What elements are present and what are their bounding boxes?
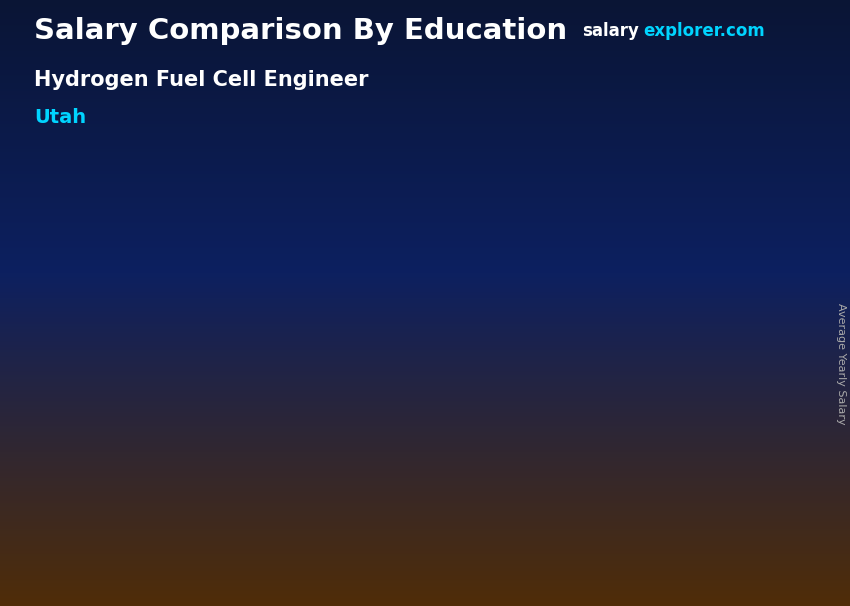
Text: 149,000 USD: 149,000 USD <box>628 224 724 239</box>
Bar <box>230 401 303 404</box>
Bar <box>513 288 586 293</box>
Bar <box>680 41 778 47</box>
Bar <box>680 58 778 64</box>
Bar <box>513 288 520 521</box>
Bar <box>680 64 778 70</box>
Bar <box>680 81 778 86</box>
Bar <box>680 86 778 92</box>
Bar <box>371 359 378 521</box>
Text: 64,700 USD: 64,700 USD <box>192 381 280 396</box>
Text: explorer.com: explorer.com <box>643 22 765 41</box>
Bar <box>680 53 778 58</box>
Bar <box>654 245 661 521</box>
Text: +44%: +44% <box>438 234 506 254</box>
Text: Average Yearly Salary: Average Yearly Salary <box>836 303 846 424</box>
FancyArrowPatch shape <box>576 236 673 285</box>
Bar <box>654 245 727 252</box>
Bar <box>680 36 778 41</box>
Text: +35%: +35% <box>297 253 365 273</box>
Bar <box>89 419 162 422</box>
Bar <box>680 70 778 75</box>
Bar <box>680 92 778 98</box>
FancyBboxPatch shape <box>371 359 445 521</box>
Text: 54,800 USD: 54,800 USD <box>51 399 139 414</box>
Bar <box>371 359 445 363</box>
FancyBboxPatch shape <box>654 245 727 521</box>
Text: 126,000 USD: 126,000 USD <box>475 267 572 282</box>
Bar <box>680 75 778 81</box>
FancyBboxPatch shape <box>230 401 303 521</box>
Text: Salary Comparison By Education: Salary Comparison By Education <box>34 17 567 45</box>
Text: salary: salary <box>582 22 639 41</box>
Text: Hydrogen Fuel Cell Engineer: Hydrogen Fuel Cell Engineer <box>34 70 369 90</box>
Text: +18%: +18% <box>156 290 224 311</box>
Bar <box>680 47 778 53</box>
Bar <box>680 30 778 36</box>
Bar <box>680 30 719 64</box>
FancyArrowPatch shape <box>434 282 531 356</box>
Bar <box>89 419 96 521</box>
FancyArrowPatch shape <box>294 350 391 399</box>
Text: 87,400 USD: 87,400 USD <box>337 339 423 353</box>
Text: Utah: Utah <box>34 108 86 127</box>
FancyBboxPatch shape <box>513 288 586 521</box>
Bar <box>230 401 237 521</box>
Text: +18%: +18% <box>579 218 647 238</box>
Bar <box>680 98 778 103</box>
FancyArrowPatch shape <box>153 383 251 418</box>
FancyBboxPatch shape <box>89 419 162 521</box>
